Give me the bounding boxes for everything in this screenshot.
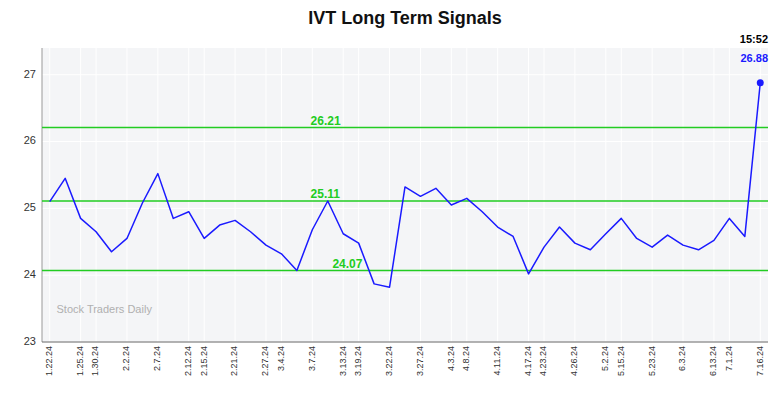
x-grid-line	[126, 48, 127, 342]
x-tick-label: 4.26.24	[569, 346, 579, 376]
x-grid-line	[683, 48, 684, 342]
x-grid-line	[574, 48, 575, 342]
x-grid-line	[157, 48, 158, 342]
x-grid-line	[389, 48, 390, 342]
x-grid-line	[605, 48, 606, 342]
x-tick-label: 5.15.24	[616, 346, 626, 376]
y-tick-label: 27	[24, 68, 36, 80]
x-tick-label: 3.7.24	[307, 346, 317, 371]
x-tick-label: 3.13.24	[338, 346, 348, 376]
plot-area	[42, 79, 768, 287]
x-tick-label: 2.15.24	[199, 346, 209, 376]
x-tick-label: 5.23.24	[647, 346, 657, 376]
x-tick-label: 2.21.24	[229, 346, 239, 376]
x-grid-line	[204, 48, 205, 342]
x-tick-label: 3.22.24	[384, 346, 394, 376]
y-tick-label: 26	[24, 134, 36, 146]
x-tick-label: 3.19.24	[353, 346, 363, 376]
y-axis-line	[42, 48, 43, 342]
signal-label: 24.07	[332, 257, 362, 271]
x-tick-label: 2.7.24	[152, 346, 162, 371]
x-grid-line	[729, 48, 730, 342]
x-grid-line	[713, 48, 714, 342]
y-grid-line	[42, 74, 768, 75]
x-tick-label: 6.3.24	[677, 346, 687, 371]
y-tick-label: 25	[24, 201, 36, 213]
x-tick-label: 1.30.24	[90, 346, 100, 376]
x-tick-label: 1.22.24	[44, 346, 54, 376]
y-tick-label: 24	[24, 268, 36, 280]
x-grid-line	[528, 48, 529, 342]
x-grid-line	[497, 48, 498, 342]
x-grid-line	[621, 48, 622, 342]
title: IVT Long Term Signals	[308, 8, 502, 28]
x-tick-label: 4.11.24	[492, 346, 502, 375]
x-tick-label: 4.8.24	[461, 346, 471, 371]
x-grid-line	[466, 48, 467, 342]
x-tick-label: 2.27.24	[260, 346, 270, 376]
signal-line	[42, 270, 768, 272]
x-grid-line	[49, 48, 50, 342]
x-tick-label: 7.1.24	[724, 346, 734, 371]
x-grid-line	[343, 48, 344, 342]
signal-line	[42, 127, 768, 129]
x-grid-line	[188, 48, 189, 342]
last-time: 15:52	[740, 33, 768, 45]
x-tick-label: 2.12.24	[183, 346, 193, 376]
signal-label: 26.21	[311, 114, 341, 128]
y-grid-line	[42, 275, 768, 276]
chart: 23 24 25 26 27 1.22.24 1.25.24 1.30.24 2.2.24 2.7…	[0, 0, 784, 398]
y-tick-label: 23	[24, 335, 36, 347]
y-grid-line	[42, 141, 768, 142]
x-grid-line	[265, 48, 266, 342]
plot-background	[42, 48, 768, 342]
x-grid-line	[420, 48, 421, 342]
signal-line	[42, 200, 768, 202]
x-tick-label: 4.3.24	[446, 346, 456, 371]
grid	[42, 48, 768, 342]
y-grid-line	[42, 342, 768, 343]
x-tick-label: 4.17.24	[523, 346, 533, 376]
price-line	[50, 83, 761, 287]
x-tick-label: 3.4.24	[276, 346, 286, 371]
x-tick-label: 7.16.24	[755, 346, 765, 376]
x-grid-line	[235, 48, 236, 342]
x-grid-line	[358, 48, 359, 342]
x-tick-label: 2.2.24	[121, 346, 131, 371]
watermark: Stock Traders Daily	[57, 303, 153, 315]
signal-label: 25.11	[311, 187, 341, 201]
chart-container: 23 24 25 26 27 1.22.24 1.25.24 1.30.24 2.2.24 2.7…	[0, 0, 784, 398]
x-tick-label: 5.2.24	[600, 346, 610, 371]
x-tick-label: 6.13.24	[708, 346, 718, 376]
last-point	[757, 79, 764, 86]
x-tick-label: 4.23.24	[538, 346, 548, 376]
x-tick-label: 1.25.24	[75, 346, 85, 376]
y-grid-line	[42, 208, 768, 209]
last-price: 26.88	[740, 52, 768, 64]
x-grid-line	[451, 48, 452, 342]
x-tick-label: 3.27.24	[415, 346, 425, 376]
x-grid-line	[96, 48, 97, 342]
x-grid-line	[652, 48, 653, 342]
x-grid-line	[80, 48, 81, 342]
x-axis-line	[42, 342, 768, 343]
x-grid-line	[544, 48, 545, 342]
x-grid-line	[281, 48, 282, 342]
